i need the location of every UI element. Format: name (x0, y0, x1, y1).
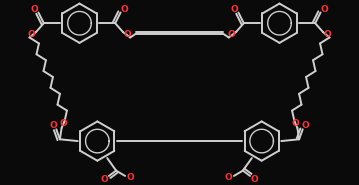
Text: O: O (302, 121, 309, 130)
Text: O: O (123, 31, 131, 40)
Text: O: O (225, 173, 233, 182)
Text: O: O (60, 119, 67, 128)
Text: O: O (292, 119, 299, 128)
Text: O: O (323, 31, 331, 40)
Text: O: O (101, 175, 108, 184)
Text: O: O (321, 5, 329, 14)
Text: O: O (126, 173, 134, 182)
Text: O: O (230, 5, 238, 14)
Text: O: O (28, 31, 36, 40)
Text: O: O (228, 31, 236, 40)
Text: O: O (251, 175, 258, 184)
Text: O: O (50, 121, 57, 130)
Text: O: O (30, 5, 38, 14)
Text: O: O (121, 5, 129, 14)
